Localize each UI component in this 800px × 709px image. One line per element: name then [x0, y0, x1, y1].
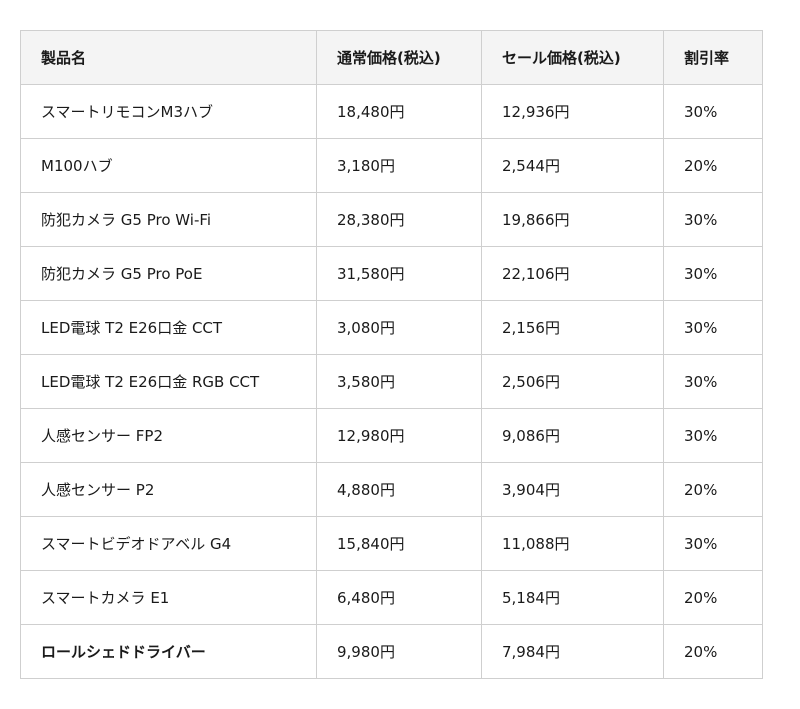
- product-name-cell: 防犯カメラ G5 Pro Wi-Fi: [20, 192, 317, 247]
- table-row: スマートリモコンM3ハブ 18,480円 12,936円 30%: [20, 84, 763, 139]
- regular-price-cell: 31,580円: [316, 246, 482, 301]
- regular-price-cell: 28,380円: [316, 192, 482, 247]
- discount-rate-cell: 30%: [663, 246, 763, 301]
- table-row: スマートカメラ E1 6,480円 5,184円 20%: [20, 570, 763, 625]
- discount-rate-cell: 20%: [663, 624, 763, 679]
- sale-price-cell: 2,544円: [481, 138, 664, 193]
- discount-rate-cell: 20%: [663, 462, 763, 517]
- sale-price-cell: 2,156円: [481, 300, 664, 355]
- regular-price-cell: 3,180円: [316, 138, 482, 193]
- regular-price-cell: 6,480円: [316, 570, 482, 625]
- header-product-name: 製品名: [20, 30, 317, 85]
- regular-price-cell: 3,080円: [316, 300, 482, 355]
- discount-rate-cell: 30%: [663, 300, 763, 355]
- sale-price-table: 製品名 通常価格(税込) セール価格(税込) 割引率 スマートリモコンM3ハブ …: [20, 30, 763, 679]
- table-row: LED電球 T2 E26口金 RGB CCT 3,580円 2,506円 30%: [20, 354, 763, 409]
- discount-rate-cell: 30%: [663, 354, 763, 409]
- sale-price-cell: 9,086円: [481, 408, 664, 463]
- sale-price-cell: 5,184円: [481, 570, 664, 625]
- table-row: 防犯カメラ G5 Pro PoE 31,580円 22,106円 30%: [20, 246, 763, 301]
- header-sale-price: セール価格(税込): [481, 30, 664, 85]
- sale-price-cell: 19,866円: [481, 192, 664, 247]
- table-row: 人感センサー P2 4,880円 3,904円 20%: [20, 462, 763, 517]
- header-discount-rate: 割引率: [663, 30, 763, 85]
- table-row: スマートビデオドアベル G4 15,840円 11,088円 30%: [20, 516, 763, 571]
- table-row: 人感センサー FP2 12,980円 9,086円 30%: [20, 408, 763, 463]
- sale-price-cell: 11,088円: [481, 516, 664, 571]
- regular-price-cell: 4,880円: [316, 462, 482, 517]
- discount-rate-cell: 30%: [663, 516, 763, 571]
- product-name-cell: LED電球 T2 E26口金 RGB CCT: [20, 354, 317, 409]
- sale-price-cell: 7,984円: [481, 624, 664, 679]
- discount-rate-cell: 30%: [663, 192, 763, 247]
- sale-price-cell: 12,936円: [481, 84, 664, 139]
- table-row: M100ハブ 3,180円 2,544円 20%: [20, 138, 763, 193]
- discount-rate-cell: 30%: [663, 408, 763, 463]
- product-name-cell: スマートビデオドアベル G4: [20, 516, 317, 571]
- regular-price-cell: 12,980円: [316, 408, 482, 463]
- sale-price-cell: 3,904円: [481, 462, 664, 517]
- table-row: ロールシェドドライバー 9,980円 7,984円 20%: [20, 624, 763, 679]
- table-row: 防犯カメラ G5 Pro Wi-Fi 28,380円 19,866円 30%: [20, 192, 763, 247]
- product-name-cell: スマートリモコンM3ハブ: [20, 84, 317, 139]
- regular-price-cell: 3,580円: [316, 354, 482, 409]
- product-name-cell: M100ハブ: [20, 138, 317, 193]
- product-name-cell: LED電球 T2 E26口金 CCT: [20, 300, 317, 355]
- sale-price-cell: 2,506円: [481, 354, 664, 409]
- discount-rate-cell: 20%: [663, 138, 763, 193]
- product-name-cell: スマートカメラ E1: [20, 570, 317, 625]
- discount-rate-cell: 20%: [663, 570, 763, 625]
- regular-price-cell: 18,480円: [316, 84, 482, 139]
- table-header-row: 製品名 通常価格(税込) セール価格(税込) 割引率: [20, 30, 763, 85]
- header-regular-price: 通常価格(税込): [316, 30, 482, 85]
- product-name-cell: 人感センサー P2: [20, 462, 317, 517]
- sale-price-cell: 22,106円: [481, 246, 664, 301]
- regular-price-cell: 15,840円: [316, 516, 482, 571]
- product-name-cell: 人感センサー FP2: [20, 408, 317, 463]
- product-name-cell: ロールシェドドライバー: [20, 624, 317, 679]
- discount-rate-cell: 30%: [663, 84, 763, 139]
- regular-price-cell: 9,980円: [316, 624, 482, 679]
- product-name-cell: 防犯カメラ G5 Pro PoE: [20, 246, 317, 301]
- table-row: LED電球 T2 E26口金 CCT 3,080円 2,156円 30%: [20, 300, 763, 355]
